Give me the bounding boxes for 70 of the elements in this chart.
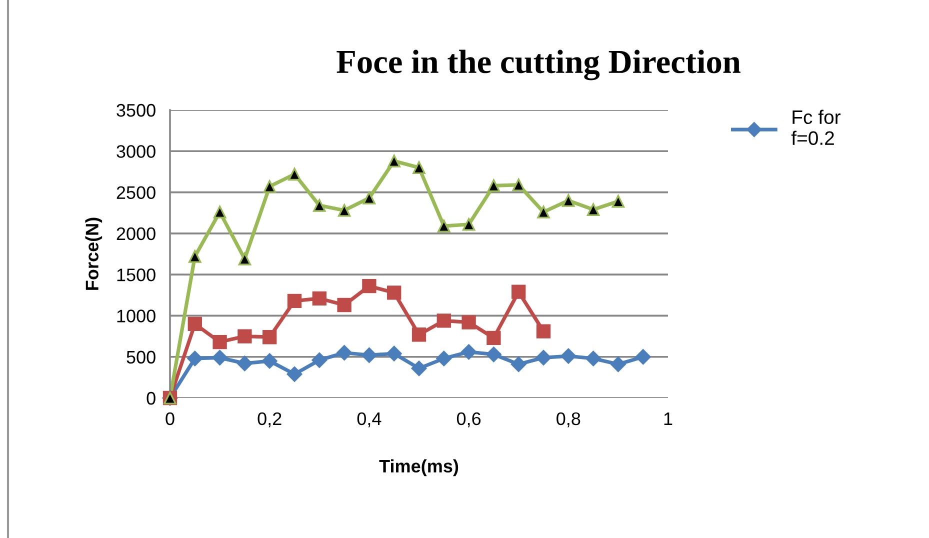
y-tick-label: 1000 — [117, 310, 156, 322]
y-tick-label: 3500 — [116, 104, 156, 117]
point — [262, 353, 278, 369]
point — [386, 346, 402, 362]
x-tick-label: 0,2 — [258, 412, 282, 428]
point — [510, 356, 526, 372]
point — [361, 348, 377, 363]
point — [562, 194, 575, 207]
point — [238, 329, 252, 344]
x-tick-label: 0,4 — [357, 412, 382, 428]
legend-label: Fc for f=0.2 — [791, 110, 840, 146]
point — [213, 206, 226, 218]
point — [263, 180, 276, 193]
point — [536, 324, 551, 338]
y-tick-label: 2500 — [116, 186, 156, 200]
y-axis-title: Force(N) — [85, 218, 102, 290]
point — [188, 316, 202, 332]
point — [586, 350, 602, 366]
point — [536, 350, 552, 366]
point — [537, 206, 550, 218]
x-tick-label: 0,8 — [556, 412, 580, 428]
point — [462, 315, 476, 330]
point — [461, 344, 477, 360]
point — [486, 330, 501, 346]
point — [436, 314, 451, 328]
point — [338, 204, 351, 217]
point — [411, 360, 427, 376]
chart-title: Foce in the cutting Direction — [336, 50, 740, 80]
point — [387, 286, 402, 300]
point — [312, 352, 328, 368]
point — [610, 356, 626, 372]
point — [212, 334, 227, 350]
point — [287, 294, 302, 308]
point — [286, 366, 302, 382]
y-tick-label: 500 — [126, 350, 156, 364]
point — [486, 346, 502, 362]
y-tick-label: 0 — [146, 392, 156, 405]
point — [388, 154, 400, 168]
point — [560, 348, 576, 364]
y-tick-label: 1500 — [117, 268, 156, 282]
point — [512, 178, 525, 192]
point — [586, 203, 600, 216]
point — [212, 350, 228, 366]
x-tick-label: 1 — [664, 412, 672, 425]
point — [337, 298, 352, 312]
point — [188, 250, 202, 263]
x-tick-label: 0,6 — [456, 412, 481, 428]
y-tick-label: 2000 — [116, 227, 156, 240]
x-axis-title: Time(ms) — [379, 459, 458, 476]
point — [313, 199, 326, 212]
point — [436, 350, 452, 366]
point — [438, 220, 450, 232]
point — [412, 328, 426, 342]
point — [612, 194, 625, 208]
point — [512, 284, 526, 299]
point — [462, 218, 476, 231]
point — [487, 179, 500, 192]
point — [336, 345, 352, 360]
point — [412, 161, 426, 174]
point — [238, 252, 252, 266]
point — [362, 192, 376, 204]
point — [236, 356, 252, 372]
point — [262, 330, 277, 344]
x-tick-label: 0 — [166, 412, 174, 426]
point — [187, 350, 203, 366]
point — [312, 291, 326, 306]
point — [288, 168, 301, 181]
y-tick-label: 3000 — [116, 145, 156, 158]
point — [635, 349, 651, 365]
point — [362, 279, 376, 294]
